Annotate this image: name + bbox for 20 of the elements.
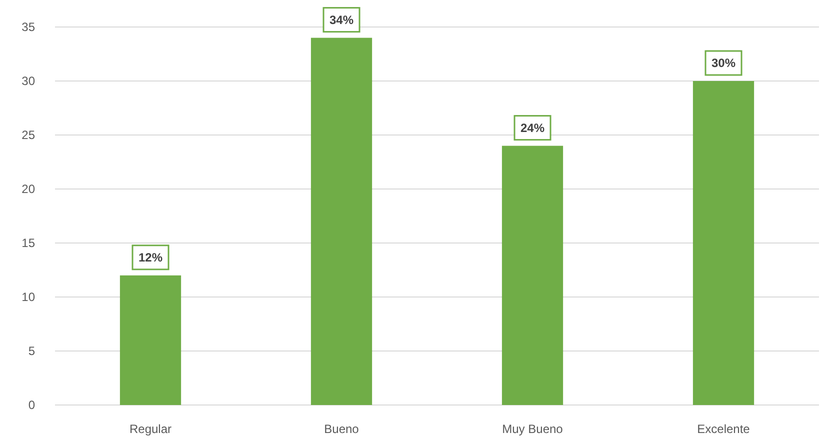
data-label: 34%	[329, 13, 354, 27]
y-tick-label: 25	[22, 128, 36, 142]
y-tick-label: 5	[28, 344, 36, 358]
y-tick-label: 15	[22, 236, 36, 250]
y-tick-label: 30	[22, 74, 36, 88]
data-label: 12%	[138, 250, 163, 265]
x-tick-label: Muy Bueno	[502, 422, 564, 436]
bar	[692, 81, 754, 405]
y-tick-label: 35	[22, 20, 36, 34]
y-tick-label: 20	[22, 182, 36, 196]
x-tick-label: Bueno	[324, 422, 360, 436]
x-tick-label: Regular	[129, 422, 172, 436]
y-tick-label: 10	[22, 290, 36, 304]
bar	[502, 146, 564, 405]
y-tick-label: 0	[28, 398, 36, 412]
data-label: 30%	[711, 56, 736, 70]
data-label: 24%	[520, 121, 545, 135]
bar	[310, 38, 372, 405]
bar	[120, 275, 182, 405]
x-tick-label: Excelente	[697, 422, 750, 436]
